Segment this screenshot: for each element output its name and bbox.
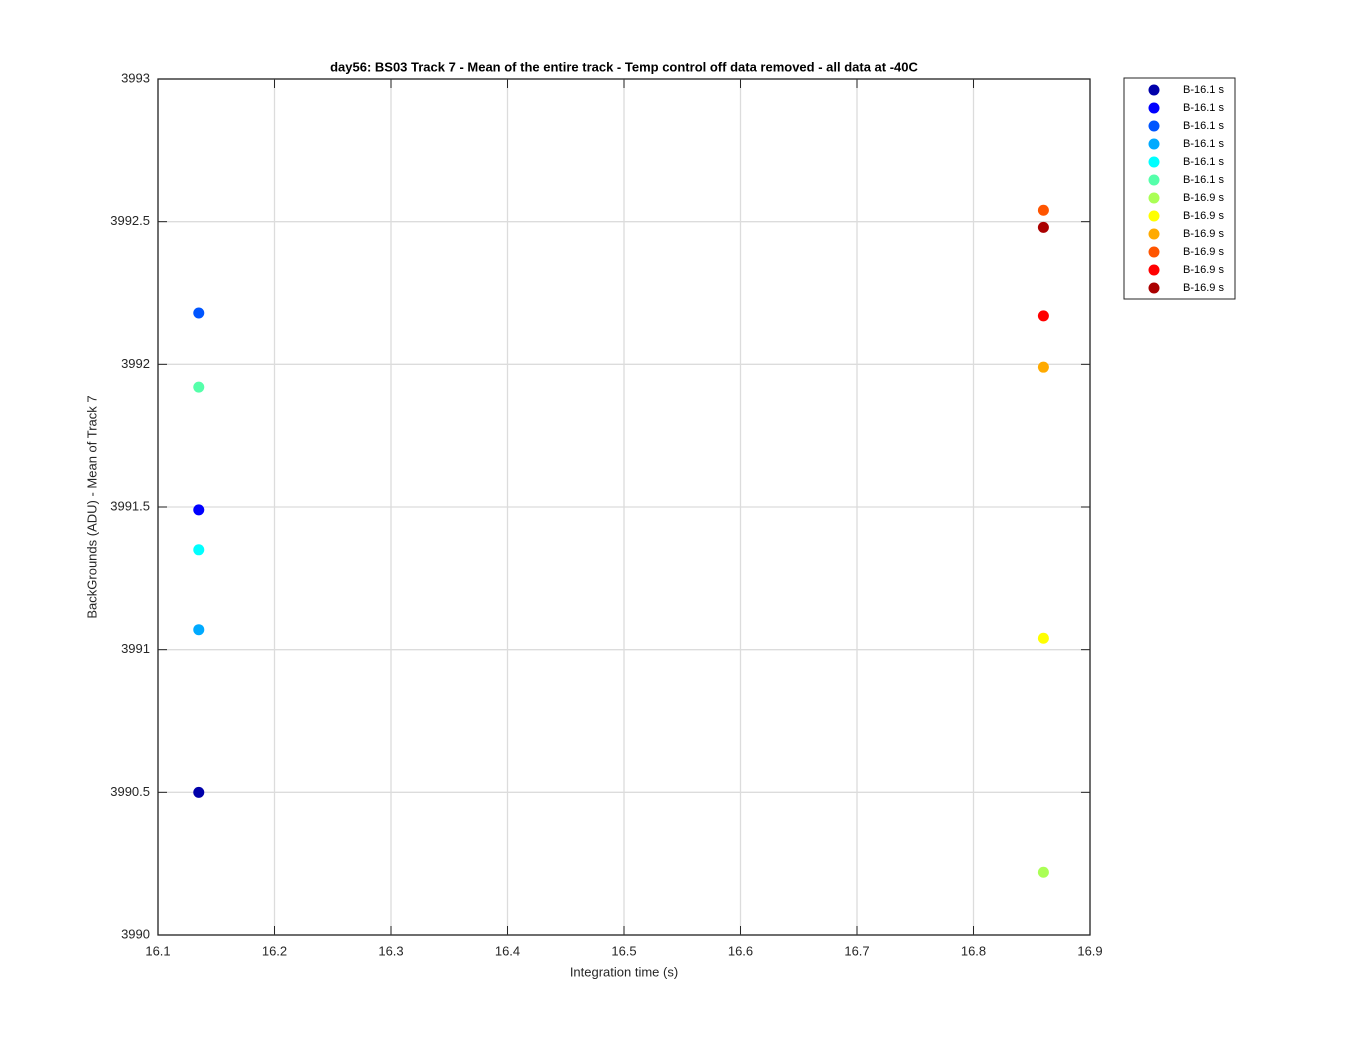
legend-label: B-16.9 s — [1183, 210, 1224, 222]
legend-marker — [1148, 210, 1160, 222]
legend-marker — [1148, 156, 1160, 168]
legend-label: B-16.9 s — [1183, 192, 1224, 204]
legend-marker — [1148, 264, 1160, 276]
legend-marker — [1148, 174, 1160, 186]
legend-marker — [1148, 282, 1160, 294]
point — [193, 307, 205, 319]
legend-label: B-16.1 s — [1183, 84, 1224, 96]
point — [1037, 361, 1049, 373]
y-tick-label: 3992 — [121, 356, 150, 371]
axes-box — [157, 78, 1091, 936]
y-tick-label: 3992.5 — [110, 213, 150, 228]
legend-marker — [1148, 84, 1160, 96]
point — [193, 786, 205, 798]
legend-label: B-16.1 s — [1183, 156, 1224, 168]
point — [193, 544, 205, 556]
y-tick-label: 3990.5 — [110, 784, 150, 799]
x-tick-label: 16.3 — [378, 943, 403, 958]
legend-marker — [1148, 120, 1160, 132]
point — [193, 504, 205, 516]
legend — [1123, 77, 1236, 300]
legend-marker — [1148, 246, 1160, 258]
legend-label: B-16.9 s — [1183, 264, 1224, 276]
y-axis-label: BackGrounds (ADU) - Mean of Track 7 — [84, 395, 99, 618]
x-tick-label: 16.7 — [844, 943, 869, 958]
legend-label: B-16.1 s — [1183, 174, 1224, 186]
point — [1037, 866, 1049, 878]
legend-label: B-16.9 s — [1183, 228, 1224, 240]
y-tick-label: 3990 — [121, 926, 150, 941]
legend-marker — [1148, 228, 1160, 240]
legend-marker — [1148, 138, 1160, 150]
y-tick-label: 3991.5 — [110, 498, 150, 513]
point — [1037, 204, 1049, 216]
y-tick-label: 3993 — [121, 70, 150, 85]
legend-marker — [1148, 102, 1160, 114]
y-tick-label: 3991 — [121, 641, 150, 656]
legend-entries: B-16.1 s B-16.1 s B-16.1 s B-16.1 s B-16.1 s… — [1148, 84, 1224, 294]
point — [1037, 632, 1049, 644]
x-axis-label: Integration time (s) — [570, 964, 678, 979]
x-tick-label: 16.9 — [1077, 943, 1102, 958]
point — [193, 624, 205, 636]
x-tick-label: 16.8 — [961, 943, 986, 958]
x-tick-label: 16.6 — [728, 943, 753, 958]
legend-marker — [1148, 192, 1160, 204]
point — [193, 381, 205, 393]
x-tick-label: 16.5 — [611, 943, 636, 958]
chart-title: day56: BS03 Track 7 - Mean of the entire… — [330, 59, 918, 74]
legend-label: B-16.1 s — [1183, 138, 1224, 150]
legend-label: B-16.1 s — [1183, 120, 1224, 132]
x-tick-label: 16.4 — [495, 943, 520, 958]
legend-label: B-16.1 s — [1183, 102, 1224, 114]
point — [1037, 310, 1049, 322]
x-tick-label: 16.2 — [262, 943, 287, 958]
legend-label: B-16.9 s — [1183, 246, 1224, 258]
point — [1037, 221, 1049, 233]
marks — [193, 204, 1049, 878]
x-tick-label: 16.1 — [145, 943, 170, 958]
legend-label: B-16.9 s — [1183, 282, 1224, 294]
